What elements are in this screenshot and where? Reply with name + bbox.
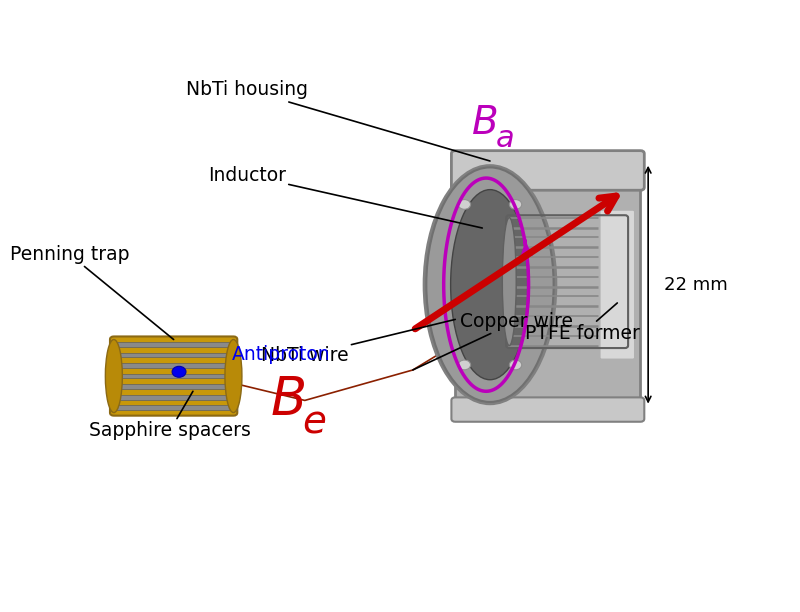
Circle shape (510, 360, 522, 370)
Text: NbTi housing: NbTi housing (186, 80, 490, 161)
Text: Inductor: Inductor (208, 165, 482, 228)
FancyBboxPatch shape (599, 210, 635, 360)
FancyBboxPatch shape (451, 397, 644, 422)
Text: 22 mm: 22 mm (663, 275, 727, 294)
Bar (110, 363, 237, 368)
Circle shape (510, 200, 522, 209)
Text: Penning trap: Penning trap (10, 245, 174, 340)
Bar (110, 342, 237, 347)
Text: NbTi wire: NbTi wire (261, 319, 455, 365)
Ellipse shape (424, 166, 555, 403)
Text: $\mathit{B}$: $\mathit{B}$ (470, 104, 497, 142)
Text: $\mathit{e}$: $\mathit{e}$ (302, 403, 326, 441)
Bar (110, 353, 237, 357)
Bar (110, 384, 237, 389)
Text: $\mathit{a}$: $\mathit{a}$ (495, 124, 514, 153)
Text: PTFE former: PTFE former (525, 303, 640, 343)
Circle shape (458, 360, 470, 370)
Ellipse shape (106, 340, 122, 412)
Circle shape (172, 367, 186, 377)
Text: Sapphire spacers: Sapphire spacers (89, 391, 250, 441)
Circle shape (458, 200, 470, 209)
Text: $\mathit{B}$: $\mathit{B}$ (270, 375, 305, 427)
Bar (110, 395, 237, 400)
Ellipse shape (450, 190, 530, 379)
FancyBboxPatch shape (451, 151, 644, 190)
Bar (110, 373, 237, 378)
Text: Antiproton: Antiproton (231, 345, 330, 364)
Ellipse shape (502, 218, 516, 346)
FancyBboxPatch shape (455, 163, 641, 406)
Ellipse shape (225, 340, 242, 412)
Ellipse shape (426, 168, 554, 402)
Bar (110, 405, 237, 410)
FancyBboxPatch shape (110, 337, 238, 416)
Text: Copper wire: Copper wire (413, 312, 574, 370)
